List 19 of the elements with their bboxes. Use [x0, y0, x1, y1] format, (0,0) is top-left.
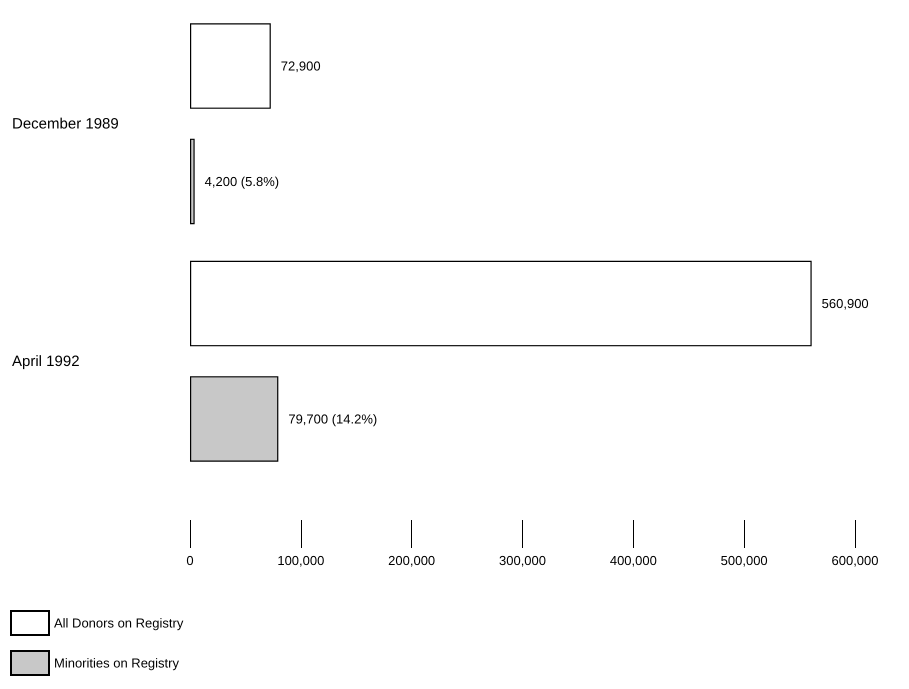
x-tick-label: 200,000: [388, 553, 436, 568]
bar: [190, 23, 271, 109]
x-tick-label: 500,000: [720, 553, 768, 568]
y-tick-label: April 1992: [12, 352, 80, 370]
legend-label: All Donors on Registry: [54, 616, 184, 630]
bar: [190, 138, 195, 224]
bar: [190, 260, 812, 346]
y-tick-label: December 1989: [12, 115, 119, 132]
x-tick-label: 100,000: [277, 553, 324, 568]
data-label: 72,900: [280, 58, 321, 74]
data-label: 79,700 (14.2%): [288, 411, 378, 426]
x-tick-label: 0: [186, 553, 194, 568]
bar: [190, 376, 278, 462]
data-label: 560,900: [822, 296, 869, 312]
legend-label: Minorities on Registry: [54, 656, 180, 670]
x-tick-label: 400,000: [610, 553, 657, 568]
data-label: 4,200 (5.8%): [204, 174, 280, 189]
x-tick-label: 600,000: [832, 553, 878, 568]
x-tick-label: 300,000: [499, 553, 546, 568]
